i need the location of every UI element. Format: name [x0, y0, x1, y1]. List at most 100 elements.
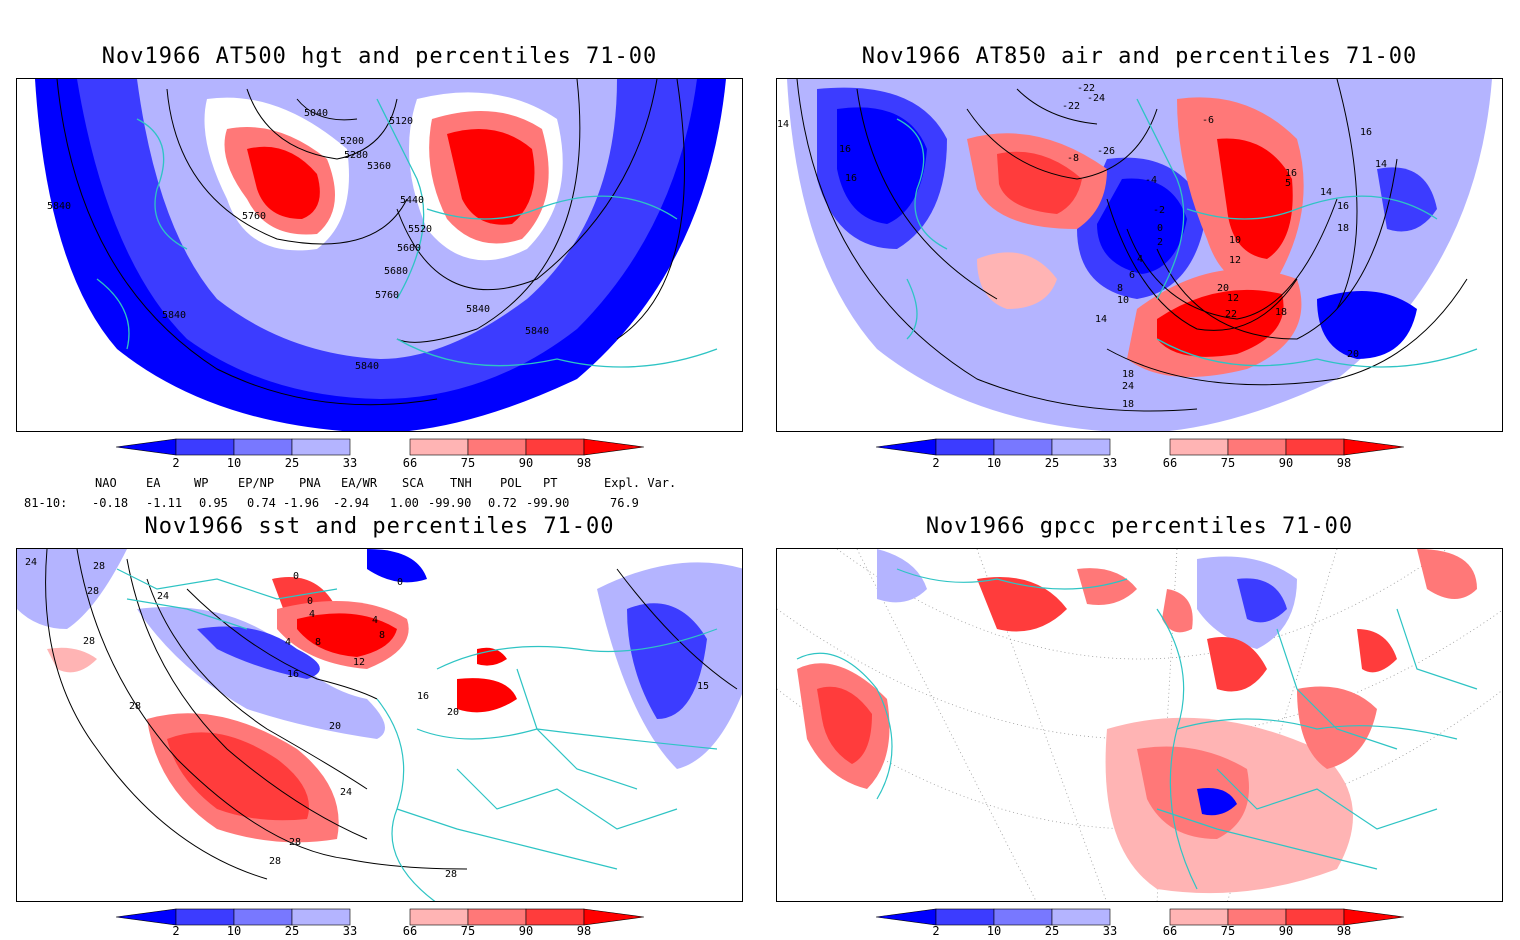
index-header-pol: POL: [500, 476, 522, 490]
index-header-ea: EA: [146, 476, 161, 490]
map-hgt500: 5040 5120 5200 5280 5360 5440 5520 5600 …: [17, 79, 742, 431]
colorbar-tick: 90: [1278, 924, 1294, 938]
map-air850: -22 -24 -26 -22 -8 -6 -4 -2 0 2 4 6 8 10…: [777, 79, 1502, 431]
contour-label: 5200: [340, 136, 364, 147]
contour-label: 5520: [408, 224, 432, 235]
contour-label: 18: [1275, 307, 1287, 318]
contour-label: 8: [1117, 283, 1123, 294]
contour-label: 5840: [162, 310, 186, 321]
index-row-label: 81-10:: [24, 496, 68, 510]
index-value: 0.72: [488, 496, 517, 510]
contour-label: 28: [445, 869, 457, 880]
colorbar-tick: 33: [342, 924, 358, 938]
index-value: 1.00: [390, 496, 419, 510]
contour-label: 5840: [47, 201, 71, 212]
contour-label: 16: [845, 173, 857, 184]
colorbar-tick: 90: [518, 924, 534, 938]
contour-label: 5760: [375, 290, 399, 301]
colorbar-tick: 2: [172, 924, 180, 938]
contour-label: 20: [447, 707, 459, 718]
contour-label: 16: [1337, 201, 1349, 212]
contour-label: -22: [1062, 101, 1080, 112]
map-panel-gpcc: [776, 548, 1503, 902]
contour-label: 14: [1320, 187, 1332, 198]
contour-label: 5440: [400, 195, 424, 206]
colorbar-top-left: 2 10 25 33 66 75 90 98: [115, 438, 645, 470]
map-panel-hgt500: 5040 5120 5200 5280 5360 5440 5520 5600 …: [16, 78, 743, 432]
index-header-explvar: Expl. Var.: [604, 476, 677, 490]
colorbar-tick: 25: [1044, 924, 1060, 938]
colorbar-tick: 90: [518, 456, 534, 470]
colorbar-gradient: [115, 908, 645, 926]
contour-label: 0: [307, 596, 313, 607]
colorbar-tick: 98: [576, 924, 592, 938]
colorbar-tick: 25: [284, 456, 300, 470]
map-gpcc: [777, 549, 1502, 901]
index-value: -1.96: [283, 496, 320, 510]
contour-label: 14: [1095, 314, 1107, 325]
contour-label: 12: [1229, 255, 1241, 266]
contour-label: 20: [329, 721, 341, 732]
contour-label: -26: [1097, 146, 1115, 157]
contour-label: 0: [293, 571, 299, 582]
colorbar-tick: 75: [1220, 924, 1236, 938]
contour-label: 28: [129, 701, 141, 712]
contour-label: 5840: [466, 304, 490, 315]
colorbar-tick: 75: [460, 456, 476, 470]
contour-label: -8: [1067, 153, 1079, 164]
contour-label: 5360: [367, 161, 391, 172]
contour-label: 5120: [389, 116, 413, 127]
index-header-eawr: EA/WR: [341, 476, 378, 490]
index-header-pna: PNA: [299, 476, 321, 490]
contour-label: 16: [417, 691, 429, 702]
contour-label: 28: [87, 586, 99, 597]
colorbar-tick: 66: [1162, 456, 1178, 470]
contour-label: 22: [1225, 309, 1237, 320]
index-value: -2.94: [333, 496, 370, 510]
colorbar-bottom-right: 2 10 25 33 66 75 90 98: [875, 908, 1405, 938]
contour-label: 24: [25, 557, 37, 568]
map-panel-sst: 24 28 28 24 28 0 0 0 4 4 4 8 8 12 16 16 …: [16, 548, 743, 902]
contour-label: 15: [697, 681, 709, 692]
colorbar-tick: 10: [986, 924, 1002, 938]
colorbar-tick: 66: [402, 924, 418, 938]
contour-label: 6: [1129, 270, 1135, 281]
colorbar-tick: 90: [1278, 456, 1294, 470]
contour-label: -4: [1145, 175, 1157, 186]
colorbar-tick: 98: [1336, 924, 1352, 938]
colorbar-tick: 98: [1336, 456, 1352, 470]
contour-label: 0: [397, 577, 403, 588]
colorbar-tick: 33: [1102, 456, 1118, 470]
contour-label: -22: [1077, 83, 1095, 94]
index-value: 0.95: [199, 496, 228, 510]
contour-label: 24: [340, 787, 352, 798]
contour-label: 5680: [384, 266, 408, 277]
colorbar-tick: 10: [226, 924, 242, 938]
contour-label: 12: [1227, 293, 1239, 304]
contour-label: -2: [1153, 205, 1165, 216]
contour-label: 4: [309, 609, 315, 620]
contour-label: 5760: [242, 211, 266, 222]
contour-label: 16: [1360, 127, 1372, 138]
contour-label: 4: [285, 637, 291, 648]
panel-title-air850: Nov1966 AT850 air and percentiles 71-00: [861, 44, 1418, 69]
map-sst: 24 28 28 24 28 0 0 0 4 4 4 8 8 12 16 16 …: [17, 549, 742, 901]
contour-label: 20: [1217, 283, 1229, 294]
colorbar-tick: 25: [1044, 456, 1060, 470]
index-value: -99.90: [428, 496, 472, 510]
colorbar-top-right: 2 10 25 33 66 75 90 98: [875, 438, 1405, 470]
colorbar-gradient: [115, 438, 645, 456]
contour-label: 16: [287, 669, 299, 680]
contour-label: 28: [289, 837, 301, 848]
colorbar-tick: 33: [1102, 924, 1118, 938]
contour-label: 28: [93, 561, 105, 572]
contour-label: 14: [1375, 159, 1387, 170]
index-header-wp: WP: [194, 476, 209, 490]
panel-title-hgt500: Nov1966 AT500 hgt and percentiles 71-00: [101, 44, 658, 69]
contour-label: 10: [1117, 295, 1129, 306]
map-panel-air850: -22 -24 -26 -22 -8 -6 -4 -2 0 2 4 6 8 10…: [776, 78, 1503, 432]
contour-label: 18: [1122, 399, 1134, 410]
contour-label: 2: [1157, 237, 1163, 248]
index-value: 0.74: [247, 496, 276, 510]
contour-label: 5840: [525, 326, 549, 337]
